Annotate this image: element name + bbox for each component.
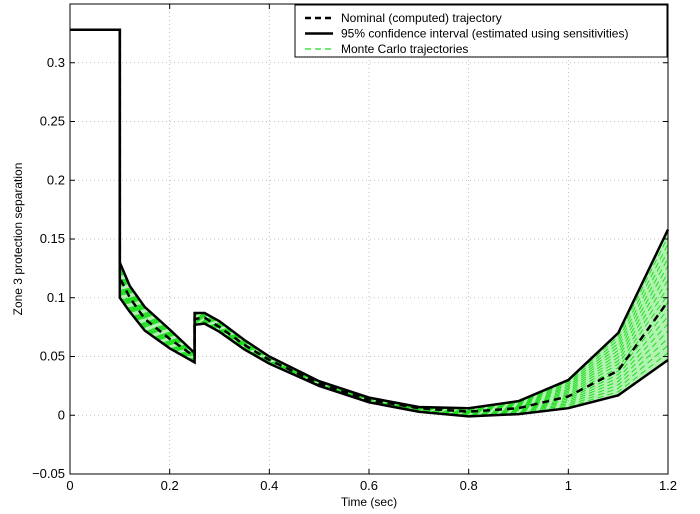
series-lines [70,28,670,418]
y-tick-label: 0.05 [40,349,65,364]
y-tick-label: 0.3 [47,55,65,70]
confidence-upper-line [70,28,670,410]
montecarlo-band [70,29,668,417]
confidence-lower-line [70,28,669,418]
legend-entry-nominal: Nominal (computed) trajectory [341,11,502,25]
nominal-line [70,28,670,413]
x-tick-label: 0.8 [460,478,478,493]
legend-entry-montecarlo: Monte Carlo trajectories [341,42,468,56]
axis-ticks: 0 0.2 0.4 0.6 0.8 1 1.2−0.0500.050.10.150.20.2… [32,4,677,493]
y-tick-label: 0.25 [40,114,65,129]
y-tick-label: 0.15 [40,231,65,246]
x-tick-label: 1 [565,478,572,493]
x-axis-label: Time (sec) [341,495,397,509]
y-tick-label: 0.1 [47,290,65,305]
montecarlo-trajectory [70,29,669,411]
y-tick-label: 0.2 [47,172,65,187]
montecarlo-trajectory [70,29,669,412]
x-tick-label: 0.2 [161,478,179,493]
y-axis-label: Zone 3 protection separation [11,163,25,316]
montecarlo-trajectory [70,29,669,412]
y-tick-label: −0.05 [32,466,65,481]
x-tick-label: 0.4 [260,478,278,493]
montecarlo-trajectory [70,29,669,411]
y-tick-label: 0 [58,407,65,422]
x-tick-label: 0 [66,478,73,493]
legend: Nominal (computed) trajectory 95% confid… [294,4,668,58]
legend-entry-confidence: 95% confidence interval (estimated using… [341,27,628,41]
x-tick-label: 0.6 [360,478,378,493]
montecarlo-trajectory [70,29,669,412]
x-tick-label: 1.2 [659,478,677,493]
legend-box [294,4,668,58]
